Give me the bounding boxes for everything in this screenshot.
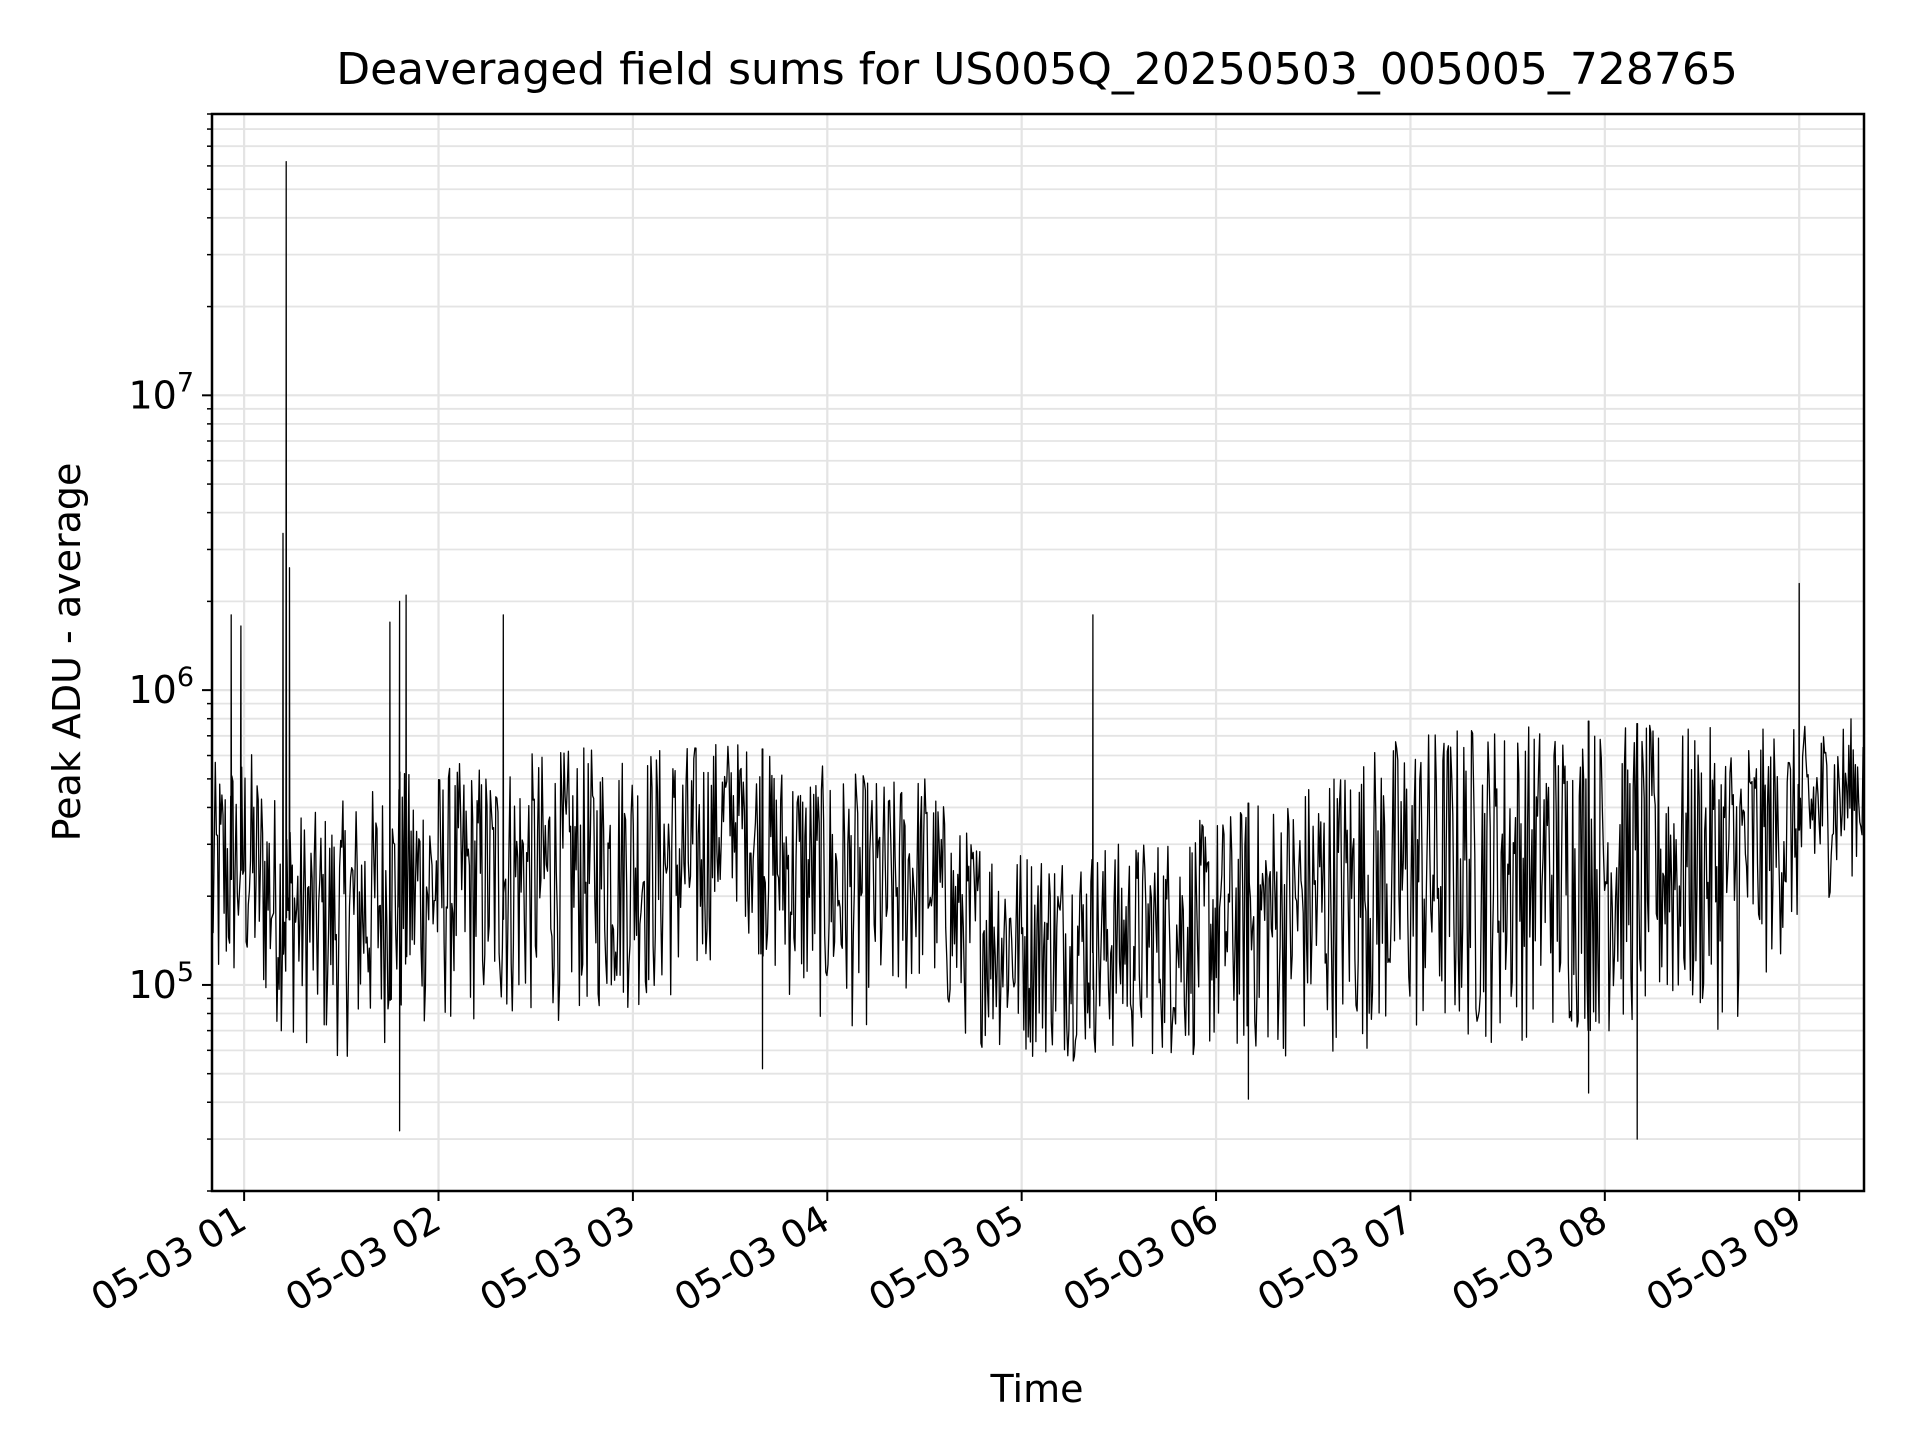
y-tick-label: 106: [128, 662, 194, 712]
y-axis-label: Peak ADU - average: [45, 463, 89, 842]
y-tick-base: 10: [128, 668, 176, 712]
x-axis-label: Time: [990, 1367, 1084, 1411]
y-tick-base: 10: [128, 963, 176, 1007]
y-tick-label: 107: [128, 367, 194, 417]
y-tick-base: 10: [128, 373, 176, 417]
y-tick-exponent: 7: [177, 367, 194, 398]
y-tick-exponent: 6: [177, 662, 194, 693]
y-tick-exponent: 5: [177, 957, 194, 988]
chart-title: Deaveraged field sums for US005Q_2025050…: [336, 44, 1738, 95]
plot-frame: [210, 112, 1866, 1193]
series-layer: [212, 161, 1864, 1140]
series-line: [212, 161, 1864, 1140]
y-tick-label: 105: [128, 957, 194, 1007]
